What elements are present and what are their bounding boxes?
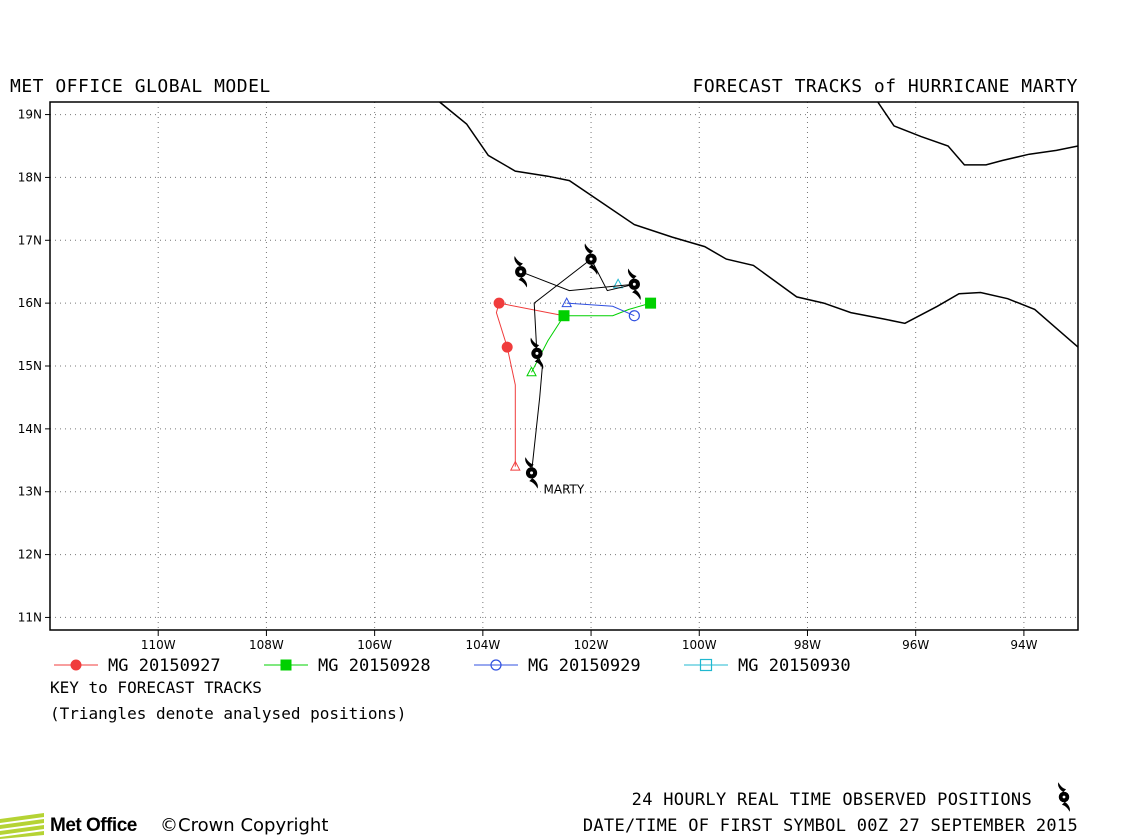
met-office-logo-text: Met Office xyxy=(50,815,137,836)
track-line xyxy=(566,302,635,317)
hurricane-icon xyxy=(1058,782,1070,812)
hurricane-symbol-footer xyxy=(1058,782,1070,812)
hurricane-eye xyxy=(535,351,539,355)
tick-label-lon: 110W xyxy=(141,638,176,652)
tick-label-lat: 18N xyxy=(18,170,42,184)
hurricane-eye xyxy=(519,270,523,274)
hurricane-eye xyxy=(589,257,593,261)
legend-marker xyxy=(280,659,292,671)
map-frame xyxy=(49,101,1079,631)
hurricane-symbol xyxy=(627,268,641,301)
storm-name-label: MARTY xyxy=(544,483,585,497)
tick-label-lon: 100W xyxy=(682,638,717,652)
observed-track-line xyxy=(520,258,635,473)
hurricane-eye xyxy=(1062,795,1066,799)
observed-track: MARTY xyxy=(514,243,641,497)
hurricane-arm-top xyxy=(530,337,540,349)
tick-label-lat: 17N xyxy=(18,233,42,247)
header-left-title: MET OFFICE GLOBAL MODEL xyxy=(10,76,271,97)
footer-date: DATE/TIME OF FIRST SYMBOL 00Z 27 SEPTEMB… xyxy=(582,816,1078,836)
forecast-tracks xyxy=(493,278,657,471)
tick-label-lat: 12N xyxy=(18,548,42,562)
legend-marker xyxy=(490,659,502,671)
hurricane-arm-bottom xyxy=(632,289,641,301)
legend-label: MG 20150928 xyxy=(318,656,431,676)
hurricane-symbol xyxy=(525,457,538,489)
legend-label: MG 20150929 xyxy=(528,656,641,676)
hurricane-arm-bottom xyxy=(518,276,528,288)
tick-label-lon: 104W xyxy=(465,638,500,652)
legend-marker xyxy=(70,659,82,671)
hurricane-arm-bottom xyxy=(588,264,598,275)
hurricane-arm-top xyxy=(525,457,534,468)
legend: MG 20150927 MG 20150928 MG 20150929 MG 2015… xyxy=(54,656,851,676)
tick-label-lat: 15N xyxy=(18,359,42,373)
copyright-text: ©Crown Copyright xyxy=(160,815,329,836)
analysed-position-triangle xyxy=(509,460,521,471)
hurricane-arm-top xyxy=(627,268,637,280)
hurricane-arm-bottom xyxy=(1061,801,1070,812)
tick-label-lat: 14N xyxy=(18,422,42,436)
coastline-pacific xyxy=(439,101,1079,348)
analysed-position-triangle xyxy=(526,366,537,377)
hurricane-symbol xyxy=(514,255,528,288)
legend-marker xyxy=(699,658,713,672)
track-marker xyxy=(501,341,513,353)
header-right-title: FORECAST TRACKS of HURRICANE MARTY xyxy=(692,76,1078,97)
coastline xyxy=(439,101,1079,348)
hurricane-symbol xyxy=(584,243,598,275)
hurricane-arm-bottom xyxy=(534,358,544,370)
hurricane-eye xyxy=(632,282,636,286)
tick-label-lat: 13N xyxy=(18,485,42,499)
track-map: MARTY 110W 108W 106W 104W 102W 100W 98W 96W 94W1… xyxy=(18,101,1079,676)
hurricane-arm-top xyxy=(514,255,523,267)
track-marker xyxy=(558,310,570,322)
tick-label-lat: 11N xyxy=(18,610,42,624)
coastline-gulf xyxy=(877,101,1079,166)
track-marker xyxy=(493,297,505,309)
track-line xyxy=(495,302,565,467)
key-title: KEY to FORECAST TRACKS xyxy=(50,678,262,697)
analysed-position-triangle xyxy=(561,297,573,308)
tick-label-lat: 19N xyxy=(18,108,42,122)
tick-label-lon: 102W xyxy=(574,638,609,652)
track-marker xyxy=(645,297,657,309)
legend-label: MG 20150930 xyxy=(738,656,851,676)
footer-observed: 24 HOURLY REAL TIME OBSERVED POSITIONS xyxy=(631,790,1032,810)
tick-label-lon: 94W xyxy=(1010,638,1037,652)
tick-label-lon: 96W xyxy=(902,638,929,652)
hurricane-arm-top xyxy=(584,243,594,254)
map-grid xyxy=(45,102,1078,636)
tick-label-lat: 16N xyxy=(18,296,42,310)
legend-label: MG 20150927 xyxy=(108,656,221,676)
met-office-logo-icon xyxy=(0,813,44,839)
hurricane-arm-bottom xyxy=(529,478,538,489)
met-office-logo: Met Office xyxy=(0,812,137,840)
track-marker xyxy=(628,310,640,322)
hurricane-arm-top xyxy=(1058,782,1067,793)
track-line xyxy=(531,302,651,373)
tick-label-lon: 106W xyxy=(357,638,392,652)
hurricane-symbol xyxy=(530,337,544,370)
hurricane-eye xyxy=(530,471,534,475)
axis-labels: 110W 108W 106W 104W 102W 100W 98W 96W 94W 19N 18N 1… xyxy=(18,108,1038,652)
key-note: (Triangles denote analysed positions) xyxy=(50,704,407,723)
tick-label-lon: 98W xyxy=(794,638,821,652)
tick-label-lon: 108W xyxy=(249,638,284,652)
